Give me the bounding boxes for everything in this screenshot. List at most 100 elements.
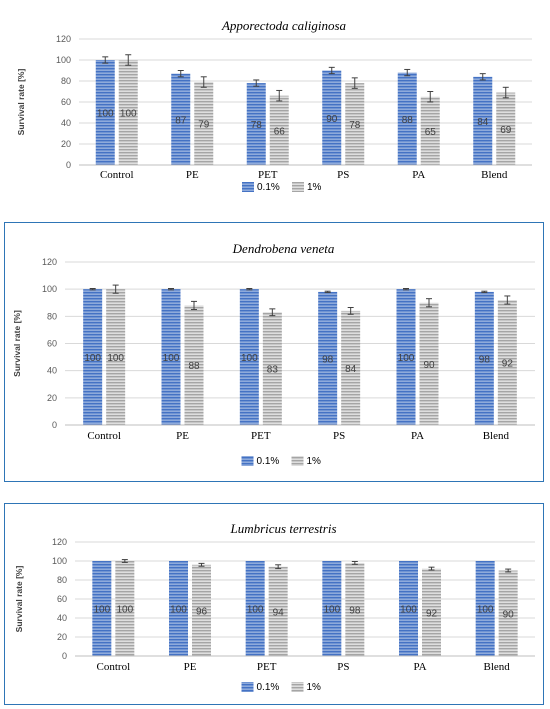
- x-tick-label: Control: [100, 169, 134, 181]
- y-tick-label: 40: [47, 366, 57, 376]
- data-label: 100: [170, 605, 187, 616]
- legend: 0.1% 1%: [241, 682, 322, 693]
- x-tick-label: PET: [251, 430, 271, 442]
- x-tick-label: PS: [333, 430, 345, 442]
- x-tick-label: PE: [176, 430, 189, 442]
- data-label: 98: [322, 354, 334, 365]
- data-label: 100: [477, 605, 494, 616]
- bar-1-percent: [192, 564, 211, 656]
- legend: 0.1% 1%: [241, 456, 321, 467]
- legend-swatch: [242, 182, 254, 192]
- bar-0-1-percent: [399, 561, 418, 656]
- legend-label: 1%: [307, 682, 322, 693]
- x-tick-label: PA: [413, 661, 426, 673]
- data-label: 79: [198, 120, 210, 131]
- y-tick-label: 120: [56, 34, 71, 44]
- data-label: 100: [93, 605, 110, 616]
- chart-panel-apporectoda: Apporectoda caliginosa 0 20 40 60 80 100 120 Sur…: [4, 2, 544, 202]
- data-label: 100: [398, 353, 415, 364]
- y-tick-label: 20: [61, 139, 71, 149]
- y-tick-label: 120: [52, 537, 67, 547]
- chart-svg-lumbricus: Lumbricus terrestris 0 20 40 60 80 100 120 Survi…: [14, 521, 535, 693]
- bar-0-1-percent: [171, 73, 191, 165]
- legend-swatch: [291, 456, 304, 466]
- bar-0-1-percent: [397, 72, 417, 165]
- bar-1-percent: [268, 566, 288, 656]
- data-label: 100: [323, 605, 340, 616]
- data-label: 92: [426, 608, 438, 619]
- legend-swatch: [241, 682, 254, 692]
- bar-1-percent: [422, 568, 441, 656]
- legend-label: 0.1%: [257, 182, 280, 193]
- data-label: 100: [120, 109, 137, 120]
- bar-1-percent: [497, 300, 517, 425]
- bar-0-1-percent: [92, 561, 112, 656]
- x-tick-label: Blend: [481, 169, 508, 181]
- y-tick-label: 40: [57, 613, 67, 623]
- y-tick-label: 20: [47, 393, 57, 403]
- bar-1-percent: [118, 60, 138, 165]
- y-tick-label: 100: [52, 556, 67, 566]
- bar-0-1-percent: [245, 561, 265, 656]
- data-label: 100: [400, 605, 417, 616]
- legend-label: 0.1%: [257, 682, 280, 693]
- legend-label: 0.1%: [257, 456, 280, 467]
- y-tick-label: 60: [47, 339, 57, 349]
- data-label: 98: [479, 354, 491, 365]
- bar-0-1-percent: [95, 60, 115, 165]
- x-tick-label: PET: [258, 169, 278, 181]
- data-label: 100: [107, 353, 124, 364]
- bar-0-1-percent: [169, 561, 188, 656]
- y-axis-label: Survival rate [%]: [12, 310, 22, 377]
- x-tick-label: PA: [412, 169, 425, 181]
- bar-0-1-percent: [161, 289, 181, 425]
- x-tick-label: PET: [257, 661, 277, 673]
- y-axis-label: Survival rate [%]: [14, 566, 24, 633]
- data-label: 84: [477, 117, 489, 128]
- bar-1-percent: [106, 289, 126, 425]
- bar-1-percent: [184, 305, 204, 425]
- x-tick-label: PE: [186, 169, 199, 181]
- data-label: 100: [247, 605, 264, 616]
- data-label: 94: [273, 607, 285, 618]
- x-tick-label: PA: [411, 430, 424, 442]
- data-label: 69: [500, 125, 512, 136]
- y-tick-label: 20: [57, 632, 67, 642]
- bar-0-1-percent: [473, 76, 493, 165]
- y-tick-label: 60: [61, 97, 71, 107]
- y-tick-label: 100: [42, 284, 57, 294]
- x-tick-label: Control: [87, 430, 121, 442]
- data-label: 98: [349, 605, 361, 616]
- data-label: 100: [241, 353, 258, 364]
- x-tick-label: Control: [97, 661, 131, 673]
- bar-1-percent: [262, 312, 282, 425]
- bar-0-1-percent: [322, 70, 342, 165]
- bar-0-1-percent: [322, 561, 342, 656]
- x-tick-label: PE: [184, 661, 197, 673]
- chart-title: Apporectoda caliginosa: [221, 18, 347, 33]
- data-label: 65: [425, 127, 437, 138]
- legend-label: 1%: [307, 182, 322, 193]
- data-label: 88: [402, 115, 414, 126]
- x-tick-label: Blend: [483, 430, 510, 442]
- chart-title: Lumbricus terrestris: [229, 521, 336, 536]
- bar-1-percent: [269, 95, 289, 165]
- y-tick-label: 100: [56, 55, 71, 65]
- data-label: 90: [326, 114, 338, 125]
- chart-panel-dendrobena: Dendrobena veneta 0 20 40 60 80 100 120 Survival…: [4, 222, 544, 482]
- y-tick-label: 120: [42, 257, 57, 267]
- data-label: 90: [423, 360, 435, 371]
- y-tick-label: 0: [66, 160, 71, 170]
- y-tick-label: 80: [47, 311, 57, 321]
- y-tick-label: 0: [52, 420, 57, 430]
- data-label: 92: [502, 359, 514, 370]
- bar-0-1-percent: [474, 291, 494, 425]
- bar-1-percent: [115, 561, 135, 656]
- data-label: 78: [349, 120, 361, 131]
- data-label: 84: [345, 364, 357, 375]
- chart-svg-apporectoda: Apporectoda caliginosa 0 20 40 60 80 100 120 Sur…: [16, 18, 532, 193]
- bar-0-1-percent: [475, 561, 495, 656]
- bar-0-1-percent: [239, 289, 259, 425]
- bar-0-1-percent: [246, 83, 266, 165]
- bar-1-percent: [345, 562, 365, 656]
